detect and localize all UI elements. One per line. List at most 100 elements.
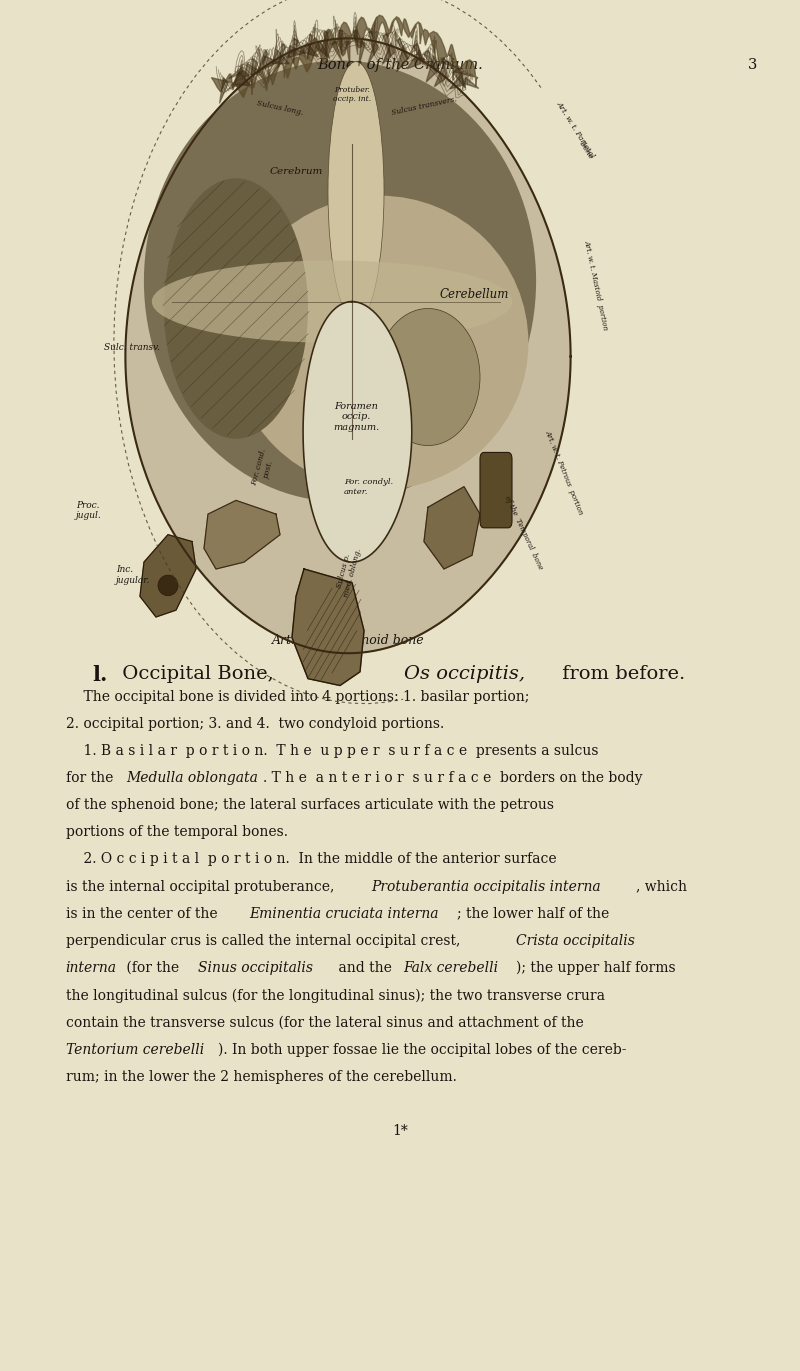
Polygon shape xyxy=(407,49,421,69)
Text: ). In both upper fossae lie the occipital lobes of the cereb-: ). In both upper fossae lie the occipita… xyxy=(218,1042,626,1057)
Polygon shape xyxy=(397,45,409,71)
Polygon shape xyxy=(414,43,424,64)
Text: The occipital bone is divided into 4 portions: 1. basilar portion;: The occipital bone is divided into 4 por… xyxy=(66,690,529,703)
Polygon shape xyxy=(140,535,196,617)
Polygon shape xyxy=(292,569,364,686)
Text: for the: for the xyxy=(66,771,118,786)
Text: Foramen
occip.
magnum.: Foramen occip. magnum. xyxy=(333,402,379,432)
Text: , which: , which xyxy=(636,880,687,894)
Text: 1. B a s i l a r  p o r t i o n.  T h e  u p p e r  s u r f a c e  presents a su: 1. B a s i l a r p o r t i o n. T h e u … xyxy=(66,744,598,758)
Text: Os occipitis,: Os occipitis, xyxy=(404,665,525,683)
Text: Sulcus long.: Sulcus long. xyxy=(256,99,304,117)
Ellipse shape xyxy=(152,260,512,343)
Text: Inc.
jugular.: Inc. jugular. xyxy=(116,565,150,584)
Polygon shape xyxy=(126,38,570,653)
Polygon shape xyxy=(303,302,412,562)
Polygon shape xyxy=(316,41,330,59)
Text: For. condyl.
anter.: For. condyl. anter. xyxy=(344,478,393,495)
Text: l.: l. xyxy=(92,665,107,686)
Text: Protuberantia occipitalis interna: Protuberantia occipitalis interna xyxy=(371,880,601,894)
Polygon shape xyxy=(244,63,261,77)
Text: the longitudinal sulcus (for the longitudinal sinus); the two transverse crura: the longitudinal sulcus (for the longitu… xyxy=(66,988,605,1002)
Text: Sulcus transvers.: Sulcus transvers. xyxy=(390,95,458,117)
Text: Protuber.
occip. int.: Protuber. occip. int. xyxy=(333,85,371,103)
Text: bone: bone xyxy=(576,137,594,159)
Text: Crista occipitalis: Crista occipitalis xyxy=(516,934,635,947)
Text: Medulla oblongata: Medulla oblongata xyxy=(126,771,258,786)
Text: Art. w. t. Parietal: Art. w. t. Parietal xyxy=(555,100,597,159)
Text: Cerebrum: Cerebrum xyxy=(270,167,322,175)
Text: Bones of the Cranium.: Bones of the Cranium. xyxy=(317,58,483,71)
Polygon shape xyxy=(338,30,342,55)
Polygon shape xyxy=(368,41,378,64)
Ellipse shape xyxy=(232,196,528,489)
Text: contain the transverse sulcus (for the lateral sinus and attachment of the: contain the transverse sulcus (for the l… xyxy=(66,1016,583,1030)
Text: For. cond.
post.: For. cond. post. xyxy=(250,447,278,488)
Text: 2. occipital portion; 3. and 4.  two condyloid portions.: 2. occipital portion; 3. and 4. two cond… xyxy=(66,717,444,731)
Polygon shape xyxy=(211,15,478,97)
Ellipse shape xyxy=(144,60,536,502)
Polygon shape xyxy=(307,34,313,59)
Polygon shape xyxy=(204,500,280,569)
Text: . T h e  a n t e r i o r  s u r f a c e  borders on the body: . T h e a n t e r i o r s u r f a c e bo… xyxy=(263,771,642,786)
Text: is in the center of the: is in the center of the xyxy=(66,906,222,921)
Text: and the: and the xyxy=(334,961,397,975)
Polygon shape xyxy=(426,56,438,82)
Text: Occipital Bone,: Occipital Bone, xyxy=(116,665,280,683)
Text: ; the lower half of the: ; the lower half of the xyxy=(458,906,610,921)
Text: Eminentia cruciata interna: Eminentia cruciata interna xyxy=(249,906,438,921)
Text: Sinus occipitalis: Sinus occipitalis xyxy=(198,961,313,975)
Text: Cerebellum: Cerebellum xyxy=(440,288,510,302)
Polygon shape xyxy=(354,30,358,55)
Polygon shape xyxy=(434,63,447,86)
Text: interna: interna xyxy=(66,961,117,975)
Polygon shape xyxy=(272,49,290,64)
Text: of the  Temporal  bone: of the Temporal bone xyxy=(503,495,545,570)
Polygon shape xyxy=(382,34,390,58)
Text: 2. O c c i p i t a l  p o r t i o n.  In the middle of the anterior surface: 2. O c c i p i t a l p o r t i o n. In t… xyxy=(66,853,556,866)
Polygon shape xyxy=(464,78,479,89)
Polygon shape xyxy=(251,58,258,85)
Polygon shape xyxy=(369,32,374,56)
Ellipse shape xyxy=(328,62,384,322)
Polygon shape xyxy=(288,45,304,58)
Text: Art. w. t. Mastoid  portion: Art. w. t. Mastoid portion xyxy=(582,240,610,330)
Text: Art. w. t. Sphenoid bone: Art. w. t. Sphenoid bone xyxy=(272,633,424,647)
FancyBboxPatch shape xyxy=(480,452,512,528)
Polygon shape xyxy=(453,67,466,89)
Text: of the sphenoid bone; the lateral surfaces articulate with the petrous: of the sphenoid bone; the lateral surfac… xyxy=(66,798,554,812)
Polygon shape xyxy=(278,43,286,67)
Ellipse shape xyxy=(158,576,178,596)
Polygon shape xyxy=(442,58,456,67)
Polygon shape xyxy=(332,41,342,62)
Polygon shape xyxy=(382,43,394,64)
Polygon shape xyxy=(219,78,228,103)
Polygon shape xyxy=(302,43,318,56)
Polygon shape xyxy=(324,32,328,56)
Polygon shape xyxy=(424,49,435,71)
Polygon shape xyxy=(234,71,251,85)
Polygon shape xyxy=(262,56,278,70)
Text: Falx cerebelli: Falx cerebelli xyxy=(403,961,498,975)
Polygon shape xyxy=(346,41,350,66)
Text: portions of the temporal bones.: portions of the temporal bones. xyxy=(66,825,288,839)
Text: Art. w. t. Petrous  portion: Art. w. t. Petrous portion xyxy=(543,429,585,515)
Text: perpendicular crus is called the internal occipital crest,: perpendicular crus is called the interna… xyxy=(66,934,464,947)
Text: Sulcus p.
med. oblong.: Sulcus p. med. oblong. xyxy=(334,546,362,598)
Ellipse shape xyxy=(164,178,308,439)
Polygon shape xyxy=(397,38,407,59)
Text: Sulc. transv.: Sulc. transv. xyxy=(104,343,160,351)
Text: (for the: (for the xyxy=(122,961,183,975)
Text: Tentorium cerebelli: Tentorium cerebelli xyxy=(66,1042,204,1057)
Polygon shape xyxy=(450,71,464,89)
Polygon shape xyxy=(258,49,268,71)
Polygon shape xyxy=(424,487,480,569)
Text: ); the upper half forms: ); the upper half forms xyxy=(515,961,675,975)
Polygon shape xyxy=(359,41,365,66)
Polygon shape xyxy=(229,67,242,78)
Text: from before.: from before. xyxy=(556,665,686,683)
Text: 3: 3 xyxy=(748,58,758,71)
Text: is the internal occipital protuberance,: is the internal occipital protuberance, xyxy=(66,880,338,894)
Text: Proc.
jugul.: Proc. jugul. xyxy=(76,500,102,520)
Ellipse shape xyxy=(376,308,480,446)
